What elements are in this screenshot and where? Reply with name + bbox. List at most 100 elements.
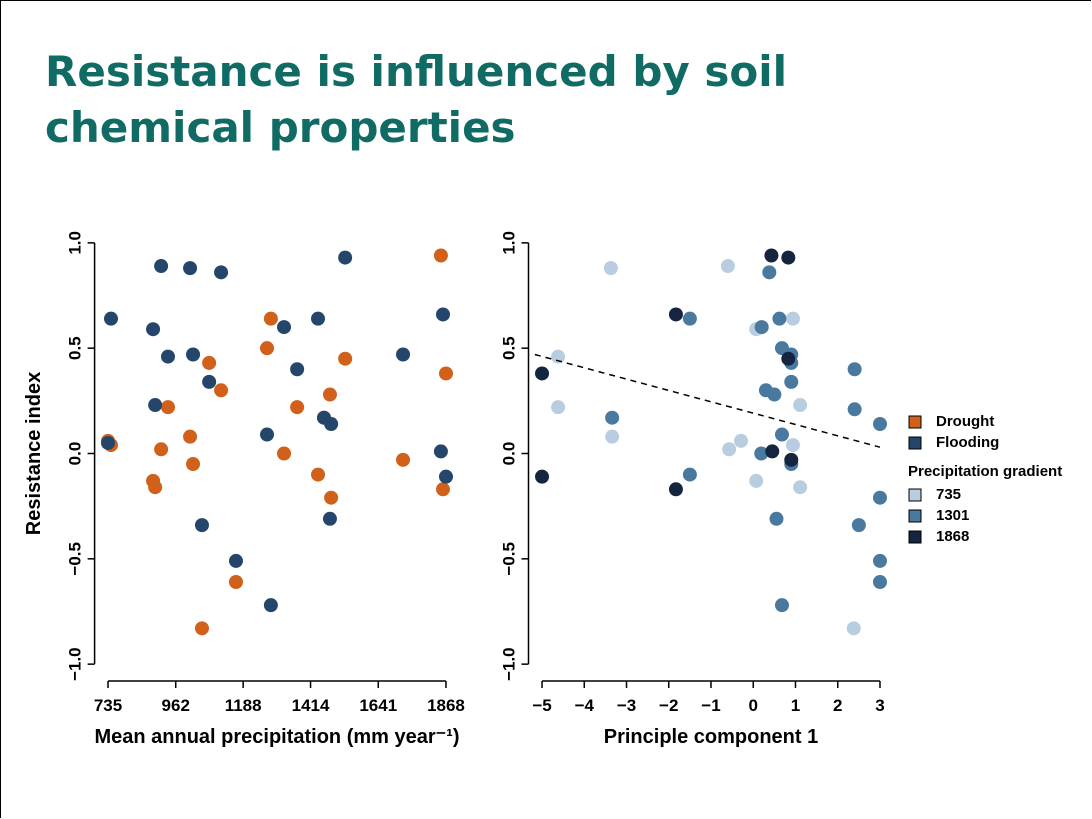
legend-swatch	[908, 415, 922, 429]
x-tick-label: 1	[791, 696, 800, 715]
point	[720, 259, 735, 274]
y-tick-label: −1.0	[500, 647, 519, 681]
x-tick-label: 3	[875, 696, 884, 715]
point	[846, 621, 861, 636]
point	[154, 259, 169, 274]
point	[872, 490, 887, 505]
point	[781, 351, 796, 366]
legend-label: Flooding	[936, 434, 999, 451]
x-tick-label: 735	[94, 696, 122, 715]
slide-title: Resistance is influenced by soil chemica…	[45, 47, 788, 152]
point	[148, 480, 163, 495]
point	[438, 366, 453, 381]
legend-swatch	[908, 488, 922, 502]
point	[183, 429, 198, 444]
point	[104, 311, 119, 326]
point	[764, 248, 779, 263]
point	[793, 398, 808, 413]
point	[277, 320, 292, 335]
y-tick-label: 0.5	[500, 336, 519, 360]
point	[785, 311, 800, 326]
legend-title: Precipitation gradient	[908, 463, 1062, 480]
x-tick-label: 1188	[225, 696, 262, 715]
point	[186, 457, 201, 472]
point	[535, 469, 550, 484]
y-axis-label: Resistance index	[23, 372, 45, 535]
point	[872, 553, 887, 568]
point	[228, 553, 243, 568]
x-tick-label: 1868	[427, 696, 465, 715]
point	[872, 574, 887, 589]
point	[767, 387, 782, 402]
point	[785, 438, 800, 453]
point	[277, 446, 292, 461]
y-tick-label: −0.5	[66, 542, 85, 576]
y-tick-label: 0.0	[66, 442, 85, 466]
point	[784, 374, 799, 389]
x-tick-label: 962	[162, 696, 190, 715]
y-tick-label: −0.5	[500, 542, 519, 576]
point	[338, 351, 353, 366]
point	[194, 621, 209, 636]
point	[769, 511, 784, 526]
point	[228, 574, 243, 589]
point	[668, 307, 683, 322]
point	[749, 473, 764, 488]
point	[186, 347, 201, 362]
legend-swatch	[908, 436, 922, 450]
point	[214, 265, 229, 280]
y-tick-label: 1.0	[66, 231, 85, 255]
point	[847, 402, 862, 417]
x-tick-label: −4	[575, 696, 595, 715]
y-tick-label: 1.0	[500, 231, 519, 255]
point	[762, 265, 777, 280]
point	[433, 444, 448, 459]
point	[154, 442, 169, 457]
point	[774, 427, 789, 442]
legend-label: 1301	[936, 507, 969, 524]
point	[765, 444, 780, 459]
point	[847, 362, 862, 377]
x-tick-label: 1641	[359, 696, 397, 715]
point	[605, 410, 620, 425]
x-tick-label: 1414	[292, 696, 330, 715]
point	[324, 417, 339, 432]
x-tick-label: −1	[701, 696, 720, 715]
point	[160, 349, 175, 364]
point	[784, 452, 799, 467]
point	[202, 374, 217, 389]
point	[290, 400, 305, 415]
x-tick-label: 2	[833, 696, 842, 715]
point	[851, 518, 866, 533]
point	[668, 482, 683, 497]
point	[754, 446, 769, 461]
point	[733, 433, 748, 448]
point	[774, 598, 789, 613]
point	[438, 469, 453, 484]
x-tick-label: −2	[659, 696, 678, 715]
point	[290, 362, 305, 377]
point	[202, 355, 217, 370]
point	[160, 400, 175, 415]
point	[535, 366, 550, 381]
point	[754, 320, 769, 335]
point	[396, 347, 411, 362]
legend-label: 735	[936, 486, 961, 503]
x-tick-label: 0	[749, 696, 758, 715]
point	[682, 311, 697, 326]
point	[781, 250, 796, 265]
point	[551, 400, 566, 415]
point	[146, 322, 161, 337]
legend-label: Drought	[936, 413, 994, 430]
point	[551, 349, 566, 364]
trend-line	[534, 353, 881, 448]
legend-swatch	[908, 530, 922, 544]
point	[260, 341, 275, 356]
x-tick-label: −3	[617, 696, 636, 715]
point	[322, 511, 337, 526]
y-tick-label: 0.0	[500, 442, 519, 466]
point	[322, 387, 337, 402]
